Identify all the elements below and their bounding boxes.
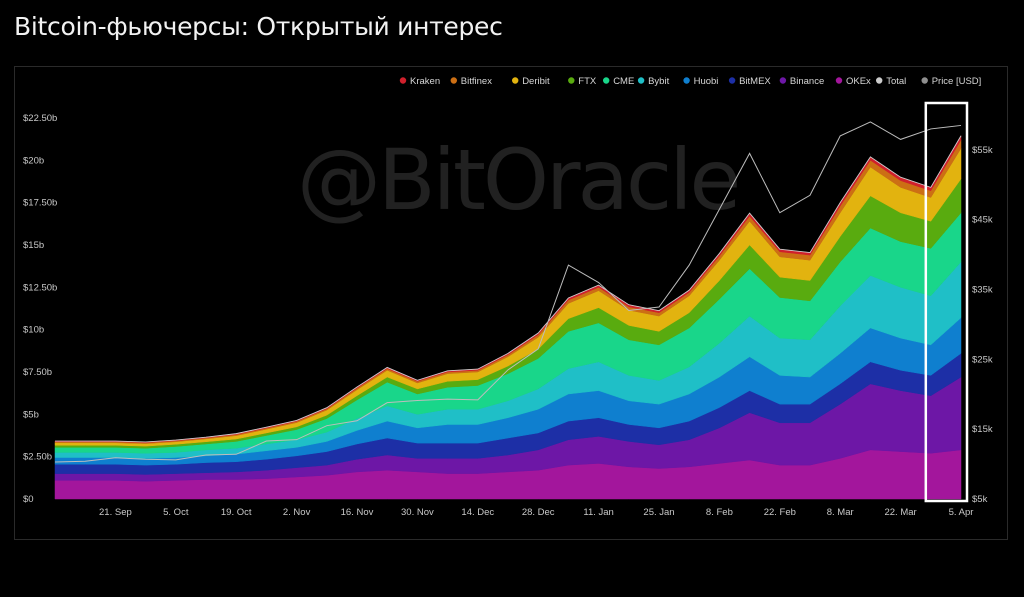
- legend-marker: [637, 77, 645, 84]
- x-tick-label: 16. Nov: [341, 507, 374, 518]
- x-tick-label: 14. Dec: [461, 507, 494, 518]
- legend-label: Bitfinex: [461, 76, 492, 87]
- y-tick-label: $20b: [23, 155, 44, 166]
- x-tick-label: 28. Dec: [522, 507, 555, 518]
- total-line: [55, 135, 962, 443]
- legend-label: OKEx: [846, 76, 871, 87]
- chart-panel: @BitOracle $0 $2.50b $5b $7.50b $10b $12.50b $…: [14, 66, 1008, 540]
- x-tick-label: 22. Feb: [764, 507, 796, 518]
- y-right-tick-label: $15k: [972, 424, 993, 435]
- legend-label: Kraken: [410, 76, 440, 87]
- legend-marker: [683, 77, 690, 84]
- y-tick-label: $5b: [23, 409, 39, 420]
- y-axis-right: $5k $15k $25k $35k $45k $55k: [972, 145, 993, 505]
- legend-marker: [568, 77, 575, 84]
- y-right-tick-label: $55k: [972, 145, 993, 156]
- y-tick-label: $0: [23, 494, 34, 505]
- legend-marker: [603, 77, 610, 84]
- legend-marker: [512, 77, 519, 84]
- highlight-box: [924, 101, 969, 503]
- legend-marker: [728, 77, 736, 84]
- legend-label: Deribit: [522, 76, 550, 87]
- y-tick-label: $15b: [23, 240, 44, 251]
- x-tick-label: 19. Oct: [221, 507, 252, 518]
- legend-label: Price [USD]: [932, 76, 982, 87]
- y-right-tick-label: $35k: [972, 285, 993, 296]
- legend-marker: [779, 77, 787, 84]
- legend-label: FTX: [578, 76, 597, 87]
- x-tick-label: 5. Apr: [949, 507, 974, 518]
- x-tick-label: 30. Nov: [401, 507, 434, 518]
- y-right-tick-label: $5k: [972, 494, 988, 505]
- y-tick-label: $17.50b: [23, 198, 57, 209]
- legend-label: CME: [613, 76, 634, 87]
- legend-marker: [399, 77, 407, 84]
- y-right-tick-label: $25k: [972, 354, 993, 365]
- x-tick-label: 11. Jan: [583, 507, 613, 518]
- legend-marker: [450, 77, 457, 84]
- x-tick-label: 8. Feb: [706, 507, 733, 518]
- y-tick-label: $22.50b: [23, 113, 57, 124]
- legend-label: Total: [886, 76, 906, 87]
- legend: Price [USD] Total OKEx Binance BitMEX Huobi By…: [399, 76, 982, 87]
- y-axis-left: $0 $2.50b $5b $7.50b $10b $12.50b $15b $17.50b $…: [23, 113, 57, 505]
- legend-label: Huobi: [694, 76, 719, 87]
- stacked-areas: [54, 134, 962, 500]
- y-tick-label: $2.50b: [23, 452, 52, 463]
- legend-label: BitMEX: [739, 76, 771, 87]
- x-tick-label: 21. Sep: [99, 507, 132, 518]
- page-title: Bitcoin-фьючерсы: Открытый интерес: [14, 12, 503, 41]
- y-right-tick-label: $45k: [972, 215, 993, 226]
- x-tick-label: 22. Mar: [884, 507, 916, 518]
- y-tick-label: $12.50b: [23, 282, 57, 293]
- legend-label: Binance: [790, 76, 824, 87]
- x-tick-label: 8. Mar: [827, 507, 854, 518]
- x-tick-label: 5. Oct: [163, 507, 189, 518]
- x-tick-label: 2. Nov: [283, 507, 311, 518]
- y-tick-label: $7.50b: [23, 367, 52, 378]
- y-tick-label: $10b: [23, 325, 44, 336]
- open-interest-chart: @BitOracle $0$2.50b$5b$7.50b$10b$12.50b$…: [23, 76, 993, 518]
- legend-marker: [921, 77, 928, 84]
- x-axis: 21. Sep 5. Oct 19. Oct 2. Nov 16. Nov 30. Nov…: [99, 507, 973, 518]
- overlay-lines: [54, 121, 962, 463]
- x-tick-label: 25. Jan: [643, 507, 674, 518]
- highlight-rect: [924, 101, 969, 503]
- watermark: @BitOracle: [297, 131, 738, 229]
- legend-label: Bybit: [648, 76, 669, 87]
- legend-marker: [876, 77, 883, 84]
- legend-marker: [835, 77, 843, 84]
- price-line: [54, 121, 962, 463]
